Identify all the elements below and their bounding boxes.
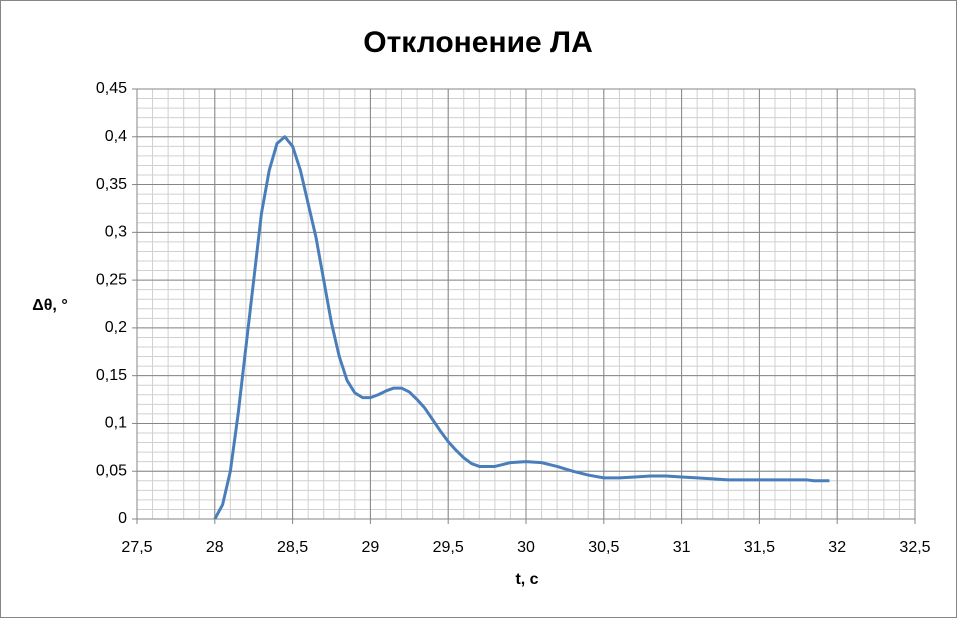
y-tick-label: 0 <box>118 510 127 527</box>
y-tick-label: 0,25 <box>96 271 127 288</box>
y-tick-label: 0,1 <box>105 415 127 432</box>
y-tick-label: 0,05 <box>96 462 127 479</box>
y-tick-label: 0,3 <box>105 224 127 241</box>
x-tick-label: 32,5 <box>899 539 930 556</box>
y-tick-label: 0,4 <box>105 128 127 145</box>
line-series <box>213 135 830 520</box>
x-tick-label: 31 <box>673 539 691 556</box>
x-tick-label: 29 <box>362 539 380 556</box>
x-tick-label: 31,5 <box>744 539 775 556</box>
x-tick-label: 28 <box>206 539 224 556</box>
x-tick-label: 32 <box>828 539 846 556</box>
y-tick-label: 0,2 <box>105 319 127 336</box>
x-tick-label: 29,5 <box>433 539 464 556</box>
y-tick-label: 0,15 <box>96 367 127 384</box>
x-tick-label: 30,5 <box>588 539 619 556</box>
x-tick-label: 30 <box>517 539 535 556</box>
x-axis-label: t, с <box>515 571 538 588</box>
chart-title: Отклонение ЛА <box>363 26 593 59</box>
y-axis-label: Δθ, ° <box>32 297 67 314</box>
y-tick-label: 0,35 <box>96 176 127 193</box>
x-tick-label: 28,5 <box>277 539 308 556</box>
x-tick-label: 27,5 <box>121 539 152 556</box>
y-tick-label: 0,45 <box>96 80 127 97</box>
